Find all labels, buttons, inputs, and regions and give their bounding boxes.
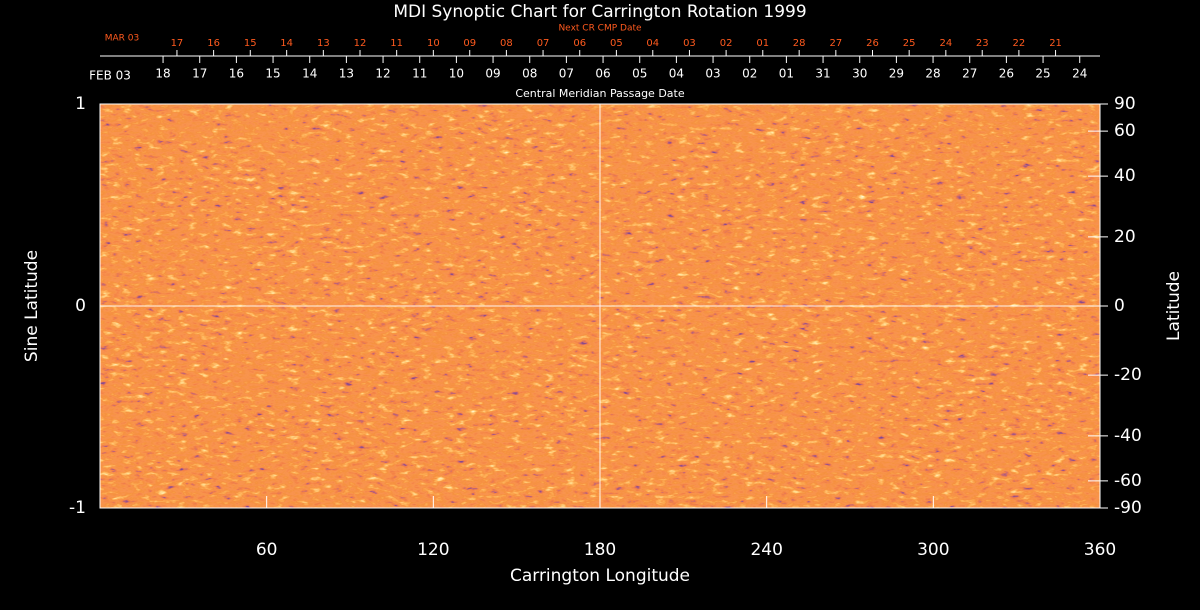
next_cmp_axis-tick-label: 03 xyxy=(683,38,696,49)
x-tick-label: 60 xyxy=(256,540,278,560)
cmp_axis-tick-label: 03 xyxy=(705,67,720,81)
cmp_axis-tick-label: 24 xyxy=(1072,67,1087,81)
next_cmp_axis-tick-label: 11 xyxy=(390,38,403,49)
y2-axis-label: Latitude xyxy=(1164,271,1184,341)
chart-title: MDI Synoptic Chart for Carrington Rotati… xyxy=(393,2,806,22)
next_cmp_axis-tick-label: 25 xyxy=(903,38,916,49)
y2-tick-label: 40 xyxy=(1114,166,1136,186)
cmp_axis-tick-label: 31 xyxy=(815,67,830,81)
next_cmp_axis-tick-label: 14 xyxy=(280,38,293,49)
cmp_axis-tick-label: 26 xyxy=(999,67,1014,81)
x-tick-label: 300 xyxy=(917,540,949,560)
next-cmp-month: MAR 03 xyxy=(105,34,140,44)
cmp_axis-tick-label: 08 xyxy=(522,67,537,81)
y2-tick-label: -60 xyxy=(1114,471,1142,491)
cmp_axis-tick-label: 09 xyxy=(485,67,500,81)
next_cmp_axis-tick-label: 08 xyxy=(500,38,513,49)
cmp_axis-tick-label: 14 xyxy=(302,67,317,81)
next_cmp_axis-tick-label: 04 xyxy=(646,38,659,49)
y-tick-label: 0 xyxy=(75,296,86,316)
y2-tick-label: -20 xyxy=(1114,365,1142,385)
y-tick-label: -1 xyxy=(69,498,86,518)
next_cmp_axis-tick-label: 26 xyxy=(866,38,879,49)
cmp_axis-tick-label: 17 xyxy=(192,67,207,81)
y2-tick-label: -90 xyxy=(1114,498,1142,518)
cmp_axis-tick-label: 07 xyxy=(559,67,574,81)
next_cmp_axis-tick-label: 10 xyxy=(427,38,440,49)
y2-tick-label: 20 xyxy=(1114,227,1136,247)
next_cmp_axis-tick-label: 24 xyxy=(939,38,952,49)
x-tick-label: 180 xyxy=(584,540,616,560)
next_cmp_axis-tick-label: 01 xyxy=(756,38,769,49)
cmp_axis-tick-label: 02 xyxy=(742,67,757,81)
cmp_axis-tick-label: 27 xyxy=(962,67,977,81)
next_cmp_axis-tick-label: 28 xyxy=(793,38,806,49)
y2-tick-label: 0 xyxy=(1114,296,1125,316)
next_cmp_axis-tick-label: 23 xyxy=(976,38,989,49)
next_cmp_axis-tick-label: 13 xyxy=(317,38,330,49)
cmp_axis-tick-label: 06 xyxy=(595,67,610,81)
next_cmp_axis-tick-label: 06 xyxy=(573,38,586,49)
cmp_axis-tick-label: 04 xyxy=(669,67,684,81)
x-tick-label: 240 xyxy=(750,540,782,560)
y2-tick-label: 90 xyxy=(1114,94,1136,114)
next_cmp_axis-tick-label: 27 xyxy=(829,38,842,49)
cmp_axis-tick-label: 29 xyxy=(889,67,904,81)
y-tick-label: 1 xyxy=(75,94,86,114)
cmp_axis-tick-label: 05 xyxy=(632,67,647,81)
y2-tick-label: -40 xyxy=(1114,426,1142,446)
cmp_axis-tick-label: 12 xyxy=(375,67,390,81)
x-tick-label: 360 xyxy=(1084,540,1116,560)
next_cmp_axis-tick-label: 09 xyxy=(463,38,476,49)
cmp_axis-tick-label: 01 xyxy=(779,67,794,81)
next_cmp_axis-tick-label: 15 xyxy=(244,38,257,49)
next_cmp_axis-tick-label: 22 xyxy=(1013,38,1026,49)
cmp_axis-tick-label: 15 xyxy=(265,67,280,81)
cmp_axis-tick-label: 16 xyxy=(229,67,244,81)
cmp-month: FEB 03 xyxy=(89,69,131,83)
next_cmp_axis-tick-label: 16 xyxy=(207,38,220,49)
next-cmp-axis-title: Next CR CMP Date xyxy=(558,24,642,34)
next_cmp_axis-tick-label: 02 xyxy=(720,38,733,49)
y-axis-label: Sine Latitude xyxy=(22,250,42,362)
cmp_axis-tick-label: 11 xyxy=(412,67,427,81)
cmp_axis-tick-label: 25 xyxy=(1035,67,1050,81)
cmp_axis-tick-label: 30 xyxy=(852,67,867,81)
cmp-axis-title: Central Meridian Passage Date xyxy=(515,87,684,100)
next_cmp_axis-tick-label: 17 xyxy=(171,38,184,49)
cmp_axis-tick-label: 18 xyxy=(155,67,170,81)
y2-tick-label: 60 xyxy=(1114,121,1136,141)
next_cmp_axis-tick-label: 07 xyxy=(537,38,550,49)
cmp_axis-tick-label: 28 xyxy=(925,67,940,81)
cmp_axis-tick-label: 10 xyxy=(449,67,464,81)
next_cmp_axis-tick-label: 12 xyxy=(354,38,367,49)
next_cmp_axis-tick-label: 21 xyxy=(1049,38,1062,49)
x-axis-label: Carrington Longitude xyxy=(510,566,690,586)
cmp_axis-tick-label: 13 xyxy=(339,67,354,81)
x-tick-label: 120 xyxy=(417,540,449,560)
next_cmp_axis-tick-label: 05 xyxy=(610,38,623,49)
